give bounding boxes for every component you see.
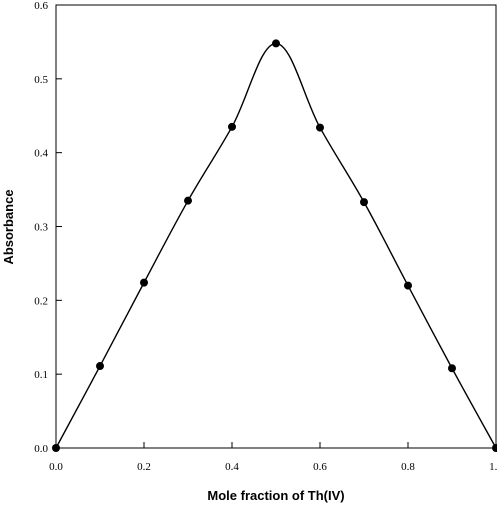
y-axis: 0.0 0.1 0.2 0.3 0.4 0.5 0.6 — [34, 0, 62, 455]
x-axis-title: Mole fraction of Th(IV) — [207, 488, 344, 503]
plot-area — [55, 4, 497, 449]
x-tick-label: 0.0 — [49, 461, 63, 473]
y-tick-label: 0.5 — [34, 74, 48, 86]
y-tick-label: 0.0 — [34, 443, 48, 455]
plot-frame — [55, 4, 497, 449]
y-tick-label: 0.3 — [34, 222, 48, 234]
data-point — [360, 198, 368, 207]
y-tick-label: 0.2 — [34, 295, 48, 307]
data-point — [52, 444, 60, 452]
y-tick-label: 0.6 — [34, 0, 48, 12]
series — [52, 39, 497, 452]
x-tick-label: 0.6 — [313, 461, 327, 473]
data-point — [492, 444, 497, 452]
data-point — [316, 123, 324, 132]
y-axis-title: Absorbance — [1, 189, 16, 264]
y-tick-label: 0.4 — [34, 148, 48, 160]
data-point — [140, 278, 148, 287]
data-point — [272, 39, 280, 48]
data-point — [96, 362, 104, 371]
data-point — [228, 122, 236, 131]
data-point — [404, 281, 412, 290]
x-tick-label: 1.0 — [489, 461, 497, 473]
x-tick-label: 0.4 — [225, 461, 239, 473]
x-tick-label: 0.8 — [401, 461, 415, 473]
x-tick-label: 0.2 — [137, 461, 151, 473]
y-tick-label: 0.1 — [34, 369, 48, 381]
series-line — [55, 42, 497, 449]
data-point — [448, 364, 456, 373]
data-point — [184, 196, 192, 205]
x-axis: 0.0 0.2 0.4 0.6 0.8 1.0 — [49, 442, 497, 473]
